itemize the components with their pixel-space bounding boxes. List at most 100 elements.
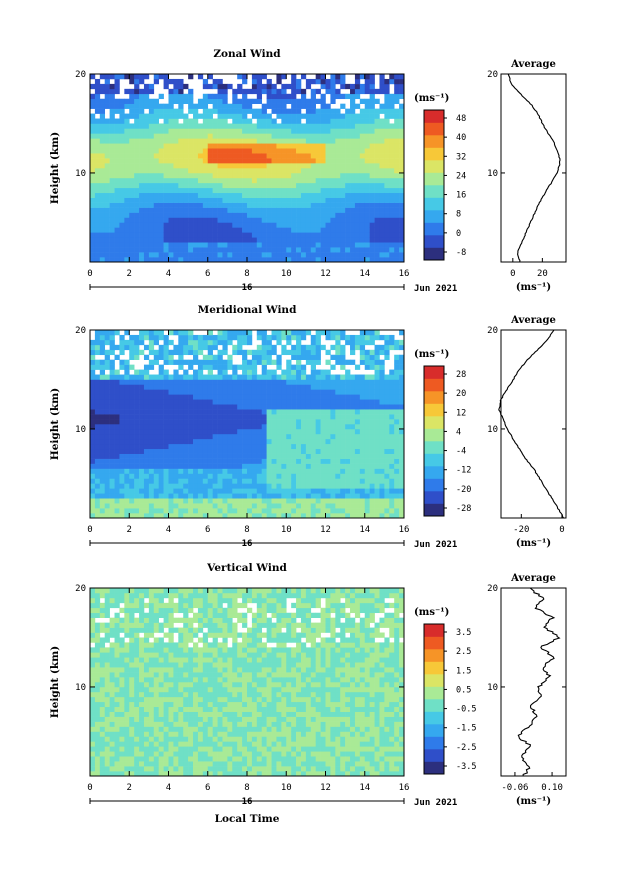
heatmap-cell: [148, 168, 155, 174]
heatmap-cell: [153, 163, 159, 169]
heatmap-cell: [315, 222, 321, 228]
heatmap-cell: [359, 384, 366, 390]
heatmap-cell: [335, 148, 341, 154]
heatmap-cell: [188, 379, 194, 385]
heatmap-cell: [94, 622, 101, 628]
heatmap-cell: [119, 642, 125, 648]
heatmap-cell: [222, 508, 228, 514]
heatmap-cell: [139, 409, 145, 415]
heatmap-cell: [305, 168, 312, 174]
heatmap-cell: [374, 359, 380, 365]
heatmap-cell: [251, 88, 258, 95]
heatmap-cell: [330, 83, 336, 90]
heatmap-cell: [281, 158, 287, 164]
heatmap-cell: [247, 168, 253, 174]
heatmap-cell: [109, 237, 115, 243]
heatmap-cell: [193, 428, 199, 435]
heatmap-cell: [217, 197, 223, 203]
heatmap-cell: [173, 369, 179, 375]
heatmap-cell: [330, 148, 336, 154]
heatmap-cell: [354, 389, 361, 395]
heatmap-cell: [153, 74, 159, 80]
heatmap-cell: [271, 247, 277, 253]
heatmap-cell: [340, 428, 346, 435]
heatmap-cell: [222, 153, 228, 159]
heatmap-cell: [94, 419, 101, 425]
heatmap-cell: [227, 364, 233, 370]
heatmap-cell: [143, 158, 150, 164]
heatmap-cell: [354, 103, 361, 109]
heatmap-cell: [330, 158, 336, 164]
heatmap-cell: [197, 98, 204, 104]
heatmap-cell: [296, 394, 302, 400]
heatmap-cell: [193, 414, 199, 420]
heatmap-cell: [242, 409, 248, 415]
heatmap-cell: [266, 349, 272, 356]
heatmap-cell: [300, 197, 307, 203]
heatmap-cell: [153, 443, 159, 450]
heatmap-cell: [173, 197, 179, 203]
heatmap-cell: [330, 404, 336, 410]
heatmap-cell: [232, 172, 238, 179]
heatmap-cell: [217, 78, 223, 85]
heatmap-cell: [389, 192, 395, 198]
heatmap-cell: [266, 163, 272, 169]
heatmap-cell: [281, 153, 287, 159]
heatmap-cell: [232, 237, 238, 243]
heatmap-cell: [359, 207, 366, 213]
heatmap-cell: [139, 197, 145, 203]
heatmap-cell: [153, 123, 159, 129]
heatmap-cell: [129, 103, 135, 109]
heatmap-cell: [124, 123, 130, 129]
heatmap-cell: [202, 237, 209, 243]
heatmap-cell: [222, 483, 228, 489]
heatmap-cell: [188, 98, 194, 104]
heatmap-cell: [119, 172, 125, 179]
heatmap-cell: [315, 379, 321, 385]
heatmap-cell: [384, 448, 390, 454]
heatmap-cell: [197, 148, 204, 154]
heatmap-cell: [286, 448, 292, 454]
heatmap-cell: [134, 478, 140, 484]
heatmap-cell: [217, 359, 223, 365]
heatmap-cell: [212, 438, 218, 445]
heatmap-cell: [212, 232, 218, 238]
heatmap-cell: [202, 463, 209, 469]
heatmap-cell: [232, 364, 238, 370]
heatmap-cell: [109, 468, 115, 474]
heatmap-cell: [310, 369, 316, 375]
heatmap-cell: [247, 242, 253, 248]
heatmap-cell: [320, 493, 326, 499]
heatmap-cell: [374, 187, 380, 194]
heatmap-cell: [124, 513, 130, 519]
heatmap-cell: [227, 409, 233, 415]
heatmap-cell: [345, 172, 351, 179]
heatmap-cell: [271, 448, 277, 454]
heatmap-cell: [173, 330, 179, 336]
heatmap-cell: [148, 108, 155, 114]
heatmap-cell: [94, 503, 101, 509]
heatmap-cell: [232, 207, 238, 213]
heatmap-cell: [202, 83, 209, 90]
heatmap-cell: [153, 128, 159, 134]
heatmap-cell: [276, 389, 282, 395]
heatmap-cell: [394, 498, 400, 504]
heatmap-cell: [119, 334, 125, 341]
heatmap-cell: [158, 508, 164, 514]
heatmap-cell: [202, 354, 209, 360]
heatmap-cell: [94, 691, 101, 698]
heatmap-cell: [232, 419, 238, 425]
heatmap-cell: [315, 468, 321, 474]
heatmap-cell: [124, 771, 130, 777]
heatmap-cell: [256, 419, 263, 425]
heatmap-cell: [222, 118, 228, 124]
heatmap-cell: [394, 83, 400, 90]
heatmap-cell: [389, 428, 395, 435]
heatmap-cell: [296, 113, 302, 119]
heatmap-cell: [374, 473, 380, 479]
heatmap-cell: [109, 83, 115, 90]
heatmap-cell: [296, 488, 302, 494]
heatmap-cell: [207, 212, 213, 218]
heatmap-cell: [315, 374, 321, 380]
heatmap-cell: [330, 503, 336, 509]
